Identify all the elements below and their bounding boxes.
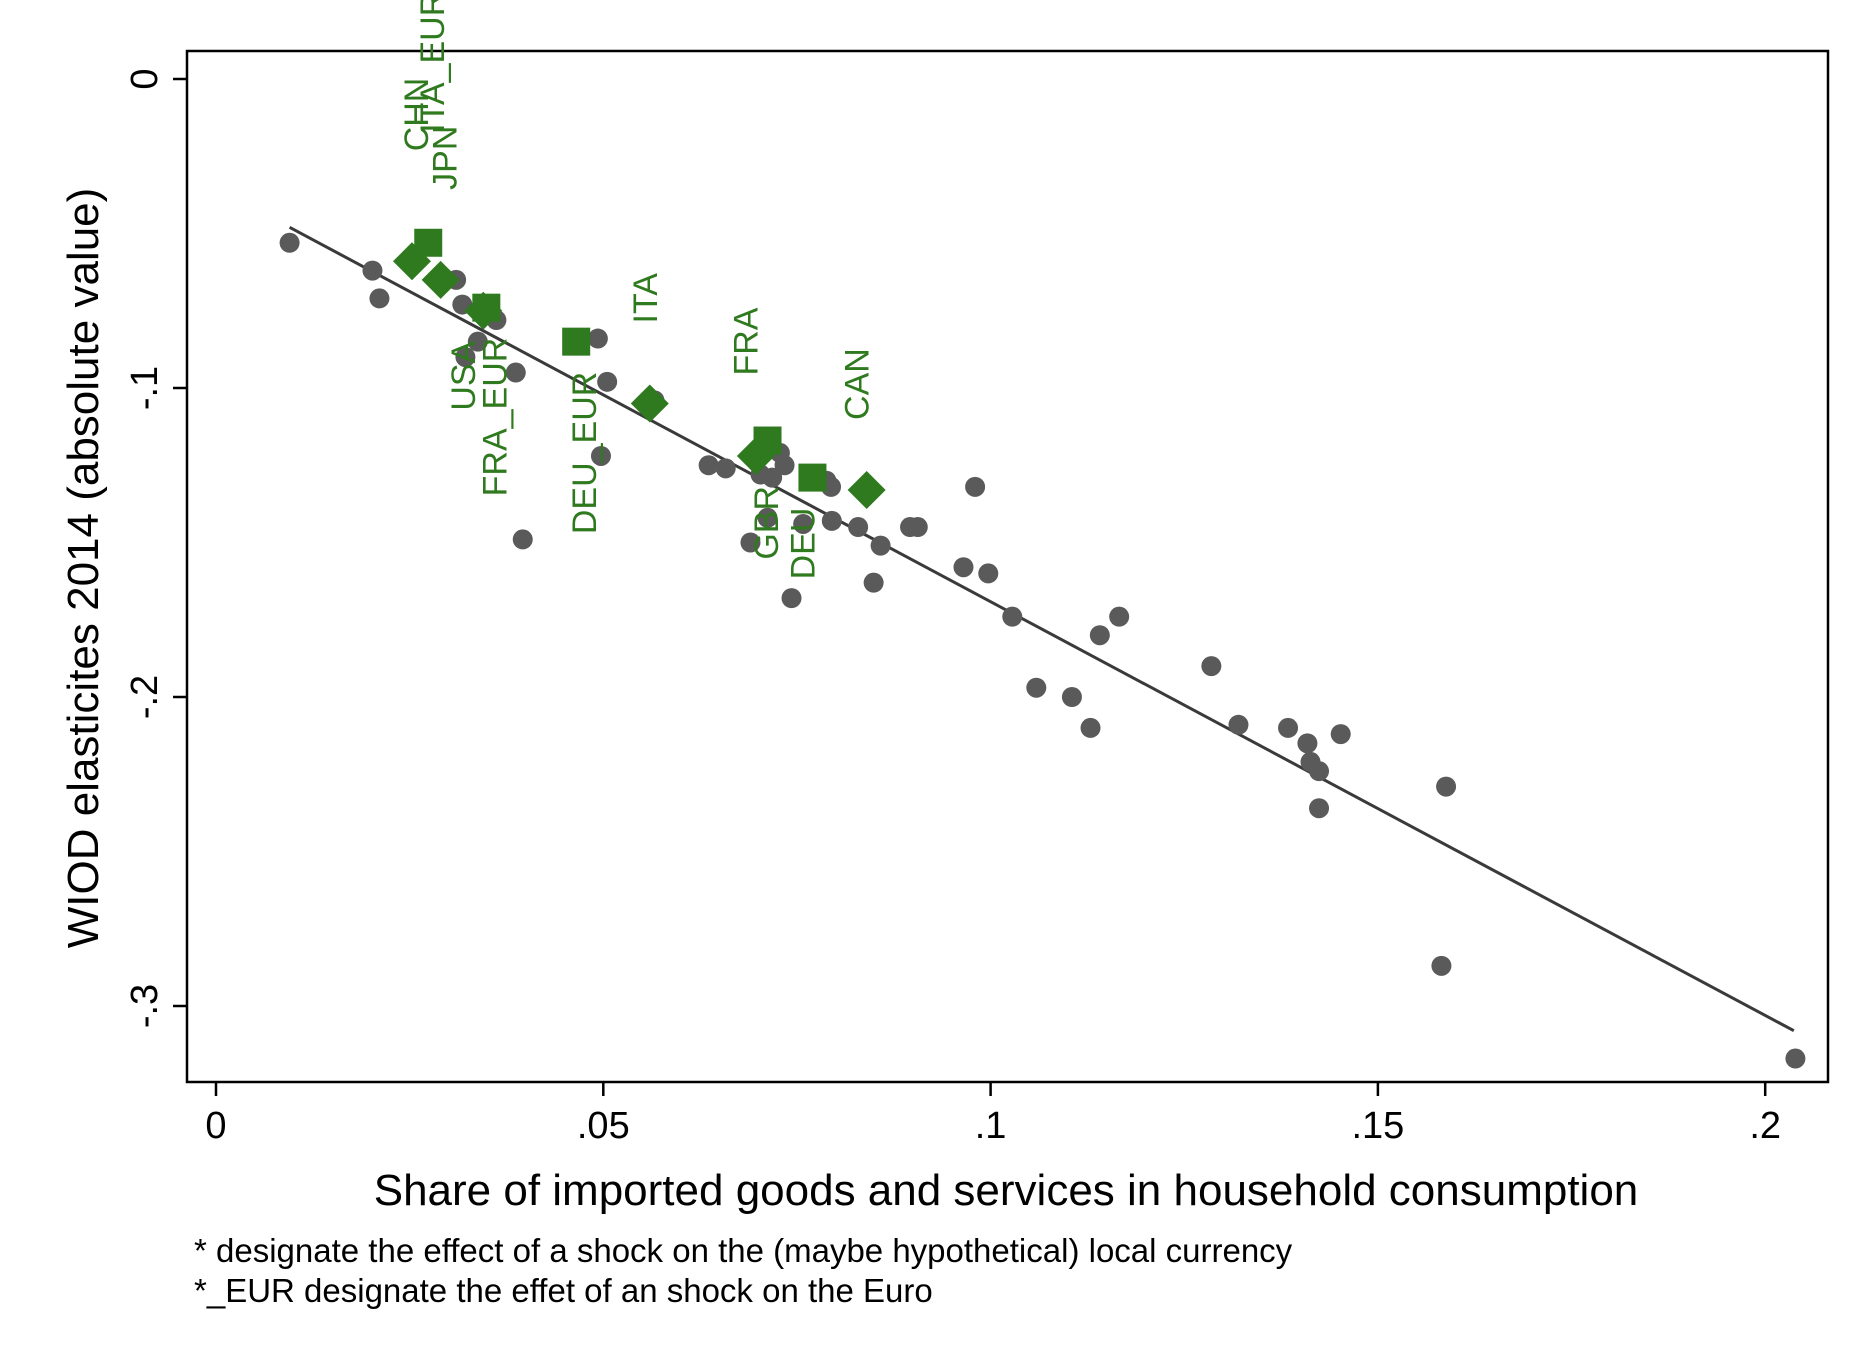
data-point (793, 513, 814, 534)
data-point-highlight-diamond (421, 260, 460, 299)
data-point (597, 371, 618, 392)
data-point (1278, 717, 1299, 738)
plot-frame (185, 49, 1830, 1084)
data-point-highlight-square (414, 228, 443, 257)
y-axis-title: WIOD elasticites 2014 (absolute value) (59, 188, 108, 949)
data-point (1330, 724, 1351, 745)
data-point (870, 535, 891, 556)
data-point (821, 510, 842, 531)
point-label: GBR (748, 486, 786, 560)
data-point (781, 588, 802, 609)
data-point (1297, 733, 1318, 754)
data-point (1201, 656, 1222, 677)
data-point (953, 557, 974, 578)
footnote-euro: *_EUR designate the effet of an shock on… (194, 1272, 933, 1309)
x-tick-label: .1 (975, 1105, 1007, 1147)
data-point-highlight-square (562, 327, 591, 356)
data-point (1309, 761, 1330, 782)
point-label: CAN (839, 348, 877, 420)
point-label: ITA_EUR (414, 0, 452, 133)
data-point (698, 455, 719, 476)
data-point (362, 260, 383, 281)
data-point (863, 572, 884, 593)
point-label: ITA (627, 273, 665, 324)
x-tick-label: .05 (577, 1105, 630, 1147)
data-point (1785, 1048, 1806, 1069)
data-point (715, 458, 736, 479)
point-label: FRA (728, 307, 766, 375)
data-point (505, 362, 526, 383)
point-label: DEU (784, 508, 822, 580)
data-point (369, 288, 390, 309)
x-tick-label: .2 (1749, 1105, 1781, 1147)
point-label: DEU_EUR (566, 372, 604, 534)
point-label: CHN (398, 78, 436, 152)
data-point (774, 455, 795, 476)
data-point (467, 331, 488, 352)
data-point (1431, 955, 1452, 976)
data-point (757, 507, 778, 528)
data-point (907, 517, 928, 538)
data-point (1109, 606, 1130, 627)
data-point (740, 532, 761, 553)
data-point-highlight-square (753, 426, 782, 455)
x-tick-label: .15 (1351, 1105, 1404, 1147)
x-tick-label: 0 (205, 1105, 226, 1147)
data-point-highlight-square (798, 463, 827, 492)
fitted-line (288, 225, 1795, 1033)
data-point-highlight-square (472, 293, 501, 322)
data-point (848, 517, 869, 538)
data-point (1061, 687, 1082, 707)
point-label: USA (445, 340, 483, 410)
data-point (279, 232, 300, 253)
data-point (455, 347, 476, 368)
y-tick-label: 0 (124, 68, 166, 89)
data-point-highlight-diamond (847, 470, 886, 509)
data-point (1228, 714, 1249, 735)
data-point (587, 328, 608, 349)
footnote-local-currency: * designate the effect of a shock on the… (194, 1232, 1293, 1269)
x-axis-title: Share of imported goods and services in … (374, 1166, 1639, 1215)
data-point (512, 529, 533, 550)
y-tick-label: -.1 (124, 366, 166, 410)
point-label: FRA_EUR (476, 338, 514, 497)
data-point (1002, 606, 1023, 627)
data-point-highlight-diamond (630, 384, 669, 423)
data-point (762, 467, 783, 488)
data-point (1089, 625, 1110, 646)
data-point (590, 445, 611, 466)
data-point (978, 563, 999, 584)
point-label: JPN (427, 126, 465, 190)
y-tick-label: -.3 (124, 984, 166, 1028)
data-point (1436, 776, 1457, 797)
data-point (1309, 798, 1330, 819)
data-point (965, 476, 986, 497)
y-tick-label: -.2 (124, 675, 166, 719)
data-point (1080, 717, 1101, 738)
data-point (1026, 677, 1047, 698)
